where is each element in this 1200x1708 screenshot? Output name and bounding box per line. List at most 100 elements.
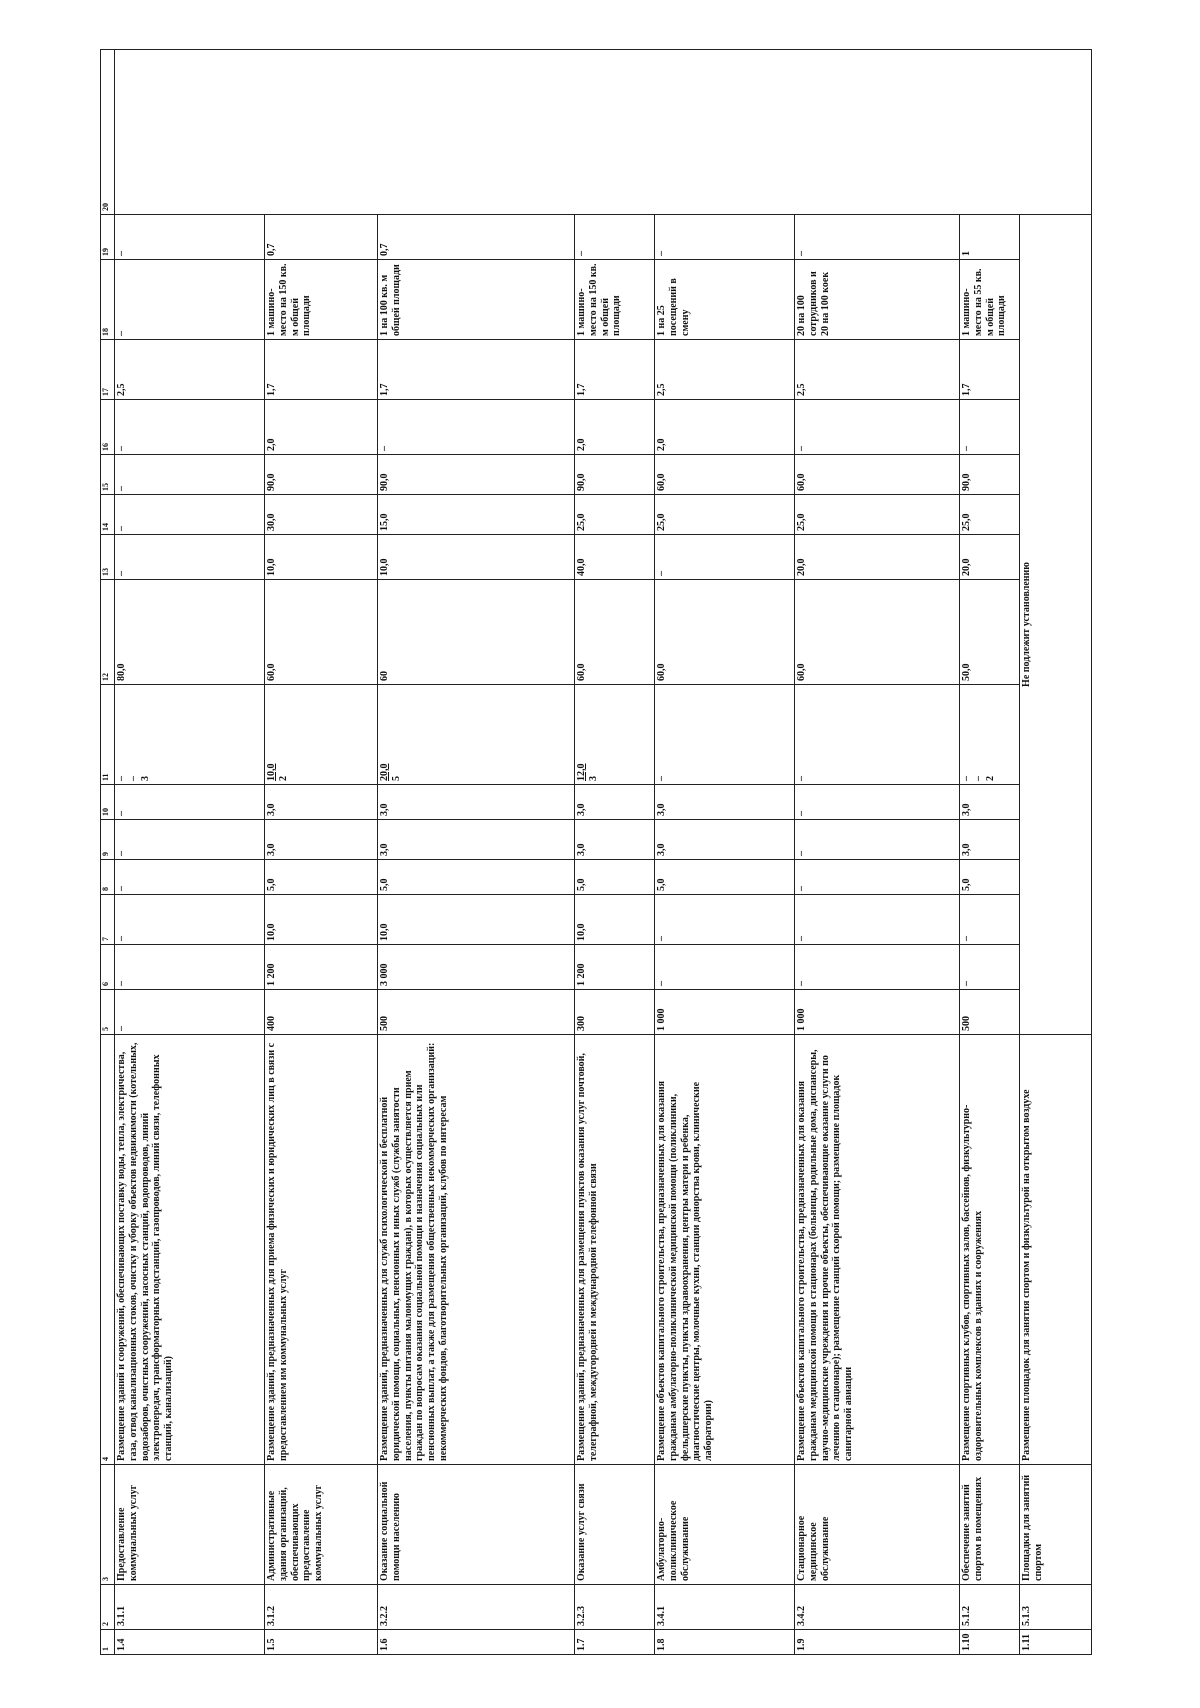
table-cell: – [114, 819, 265, 860]
table-cell: 25,0 [654, 494, 795, 535]
fraction-value: 20,0 5 [379, 763, 402, 782]
table-cell: 1 на 100 кв. м общей площади [377, 259, 575, 340]
column-number-header: 9 [100, 819, 115, 860]
column-number-header: 19 [100, 214, 115, 260]
description-cell: Размещение зданий, предназначенных для п… [264, 1034, 378, 1465]
table-cell: 2,0 [574, 399, 655, 455]
column-number-header: 12 [100, 579, 115, 685]
rotated-table-page: 1 2 3 4 5 6 7 8 9 10 11 12 13 14 15 16 17 18 19 20 1.4 3.1.1 П… [100, 49, 1092, 1655]
table-cell: – [114, 784, 265, 820]
table-cell: 2,0 [654, 399, 795, 455]
table-cell: 1.11 [1019, 1629, 1092, 1655]
table-cell: – [794, 944, 960, 990]
table-cell: 500 [959, 989, 1020, 1035]
table-row: 1.7 3.2.3 Оказание услуг связи Размещение з… [574, 50, 655, 1655]
table-cell: 20 на 100 сотрудников и 20 на 100 коек [794, 259, 960, 340]
table-cell: 10,0 2 [264, 684, 378, 785]
table-cell: 3,0 [959, 819, 1020, 860]
table-cell: 3,0 [654, 819, 795, 860]
table-cell: 1 000 [654, 989, 795, 1035]
table-cell: 10,0 [264, 894, 378, 945]
table-cell: 3,0 [264, 784, 378, 820]
table-row: 1.10 5.1.2 Обеспечение занятий спортом в п… [959, 50, 1020, 1655]
table-cell: 2,0 [264, 399, 378, 455]
table-cell: – [794, 819, 960, 860]
table-cell: 60,0 [794, 454, 960, 495]
table-cell: – [654, 684, 795, 785]
table-cell: – [114, 454, 265, 495]
table-cell: 3,0 [377, 819, 575, 860]
table-cell: 0,7 [377, 214, 575, 260]
table-cell: – [114, 944, 265, 990]
table-cell: 3,0 [574, 784, 655, 820]
column-number-header: 7 [100, 894, 115, 945]
table-cell: – [794, 684, 960, 785]
land-use-name-cell: Оказание услуг связи [574, 1464, 655, 1585]
table-cell: 90,0 [377, 454, 575, 495]
table-cell: – [654, 534, 795, 580]
table-cell: 1 200 [574, 944, 655, 990]
column-number-header: 17 [100, 339, 115, 400]
table-cell: – –2 [959, 684, 1020, 785]
table-row: 1.11 5.1.3 Площадки для занятий спортом Раз… [1019, 50, 1092, 1655]
merged-note-cell: Не подлежит установлению [1019, 214, 1092, 1035]
column-number-header: 11 [100, 684, 115, 785]
table-cell: 50,0 [959, 579, 1020, 685]
land-use-name-cell: Обеспечение занятий спортом в помещениях [959, 1464, 1020, 1585]
table-cell: 10,0 [377, 534, 575, 580]
table-cell: 90,0 [574, 454, 655, 495]
table-cell: 3.1.1 [114, 1584, 265, 1630]
table-cell: 20,0 [959, 534, 1020, 580]
column-20-empty-cell [114, 49, 1092, 215]
table-cell: 25,0 [959, 494, 1020, 535]
table-row: 1.9 3.4.2 Стационарное медицинское обслужи… [794, 50, 960, 1655]
column-number-header: 3 [100, 1464, 115, 1585]
table-cell: 5,0 [264, 859, 378, 895]
table-cell: – [654, 944, 795, 990]
table-cell: – [114, 214, 265, 260]
table-cell: 1,7 [574, 339, 655, 400]
fraction-value: 10,0 2 [266, 763, 289, 782]
table-cell: 1 машино-место на 150 кв. м общей площад… [574, 259, 655, 340]
table-cell: 60,0 [264, 579, 378, 685]
column-number-header: 14 [100, 494, 115, 535]
land-use-name-cell: Площадки для занятий спортом [1019, 1464, 1092, 1585]
table-row: 1.5 3.1.2 Административные здания организа… [264, 50, 378, 1655]
table-cell: – [114, 859, 265, 895]
table-cell: 40,0 [574, 534, 655, 580]
column-number-header: 4 [100, 1034, 115, 1465]
table-cell: 3,0 [959, 784, 1020, 820]
table-cell: – [377, 399, 575, 455]
table-cell: 80,0 [114, 579, 265, 685]
zoning-parameters-table: 1 2 3 4 5 6 7 8 9 10 11 12 13 14 15 16 17 18 19 20 1.4 3.1.1 П… [100, 49, 1092, 1655]
table-cell: 1 машино-место на 150 кв. м общей площад… [264, 259, 378, 340]
table-cell: 3,0 [377, 784, 575, 820]
table-cell: 3.4.2 [794, 1584, 960, 1630]
table-cell: – [959, 894, 1020, 945]
table-cell: – [794, 784, 960, 820]
table-cell: 5.1.2 [959, 1584, 1020, 1630]
table-cell: 30,0 [264, 494, 378, 535]
table-cell: 3.1.2 [264, 1584, 378, 1630]
column-number-header: 1 [100, 1629, 115, 1655]
table-cell: 20,0 [794, 534, 960, 580]
table-cell: – [114, 399, 265, 455]
fraction-value: – –2 [961, 776, 996, 781]
table-cell: 90,0 [264, 454, 378, 495]
description-cell: Размещение зданий, предназначенных для с… [377, 1034, 575, 1465]
column-number-header: 13 [100, 534, 115, 580]
column-number-header: 8 [100, 859, 115, 895]
table-cell: – [794, 894, 960, 945]
table-cell: 1.4 [114, 1629, 265, 1655]
table-cell: 5,0 [654, 859, 795, 895]
table-body: 1 2 3 4 5 6 7 8 9 10 11 12 13 14 15 16 17 18 19 20 1.4 3.1.1 П… [100, 49, 1092, 1655]
table-cell: 5,0 [574, 859, 655, 895]
land-use-name-cell: Амбулаторно-поликлиническое обслуживание [654, 1464, 795, 1585]
table-cell: 10,0 [574, 894, 655, 945]
description-cell: Размещение спортивных клубов, спортивных… [959, 1034, 1020, 1465]
table-cell: 3 000 [377, 944, 575, 990]
table-cell: 1,7 [377, 339, 575, 400]
header-row: 1 2 3 4 5 6 7 8 9 10 11 12 13 14 15 16 17 18 19 20 [100, 49, 115, 1655]
table-row: 1.4 3.1.1 Предоставление коммунальных услу… [114, 49, 1092, 1655]
table-cell: 90,0 [959, 454, 1020, 495]
